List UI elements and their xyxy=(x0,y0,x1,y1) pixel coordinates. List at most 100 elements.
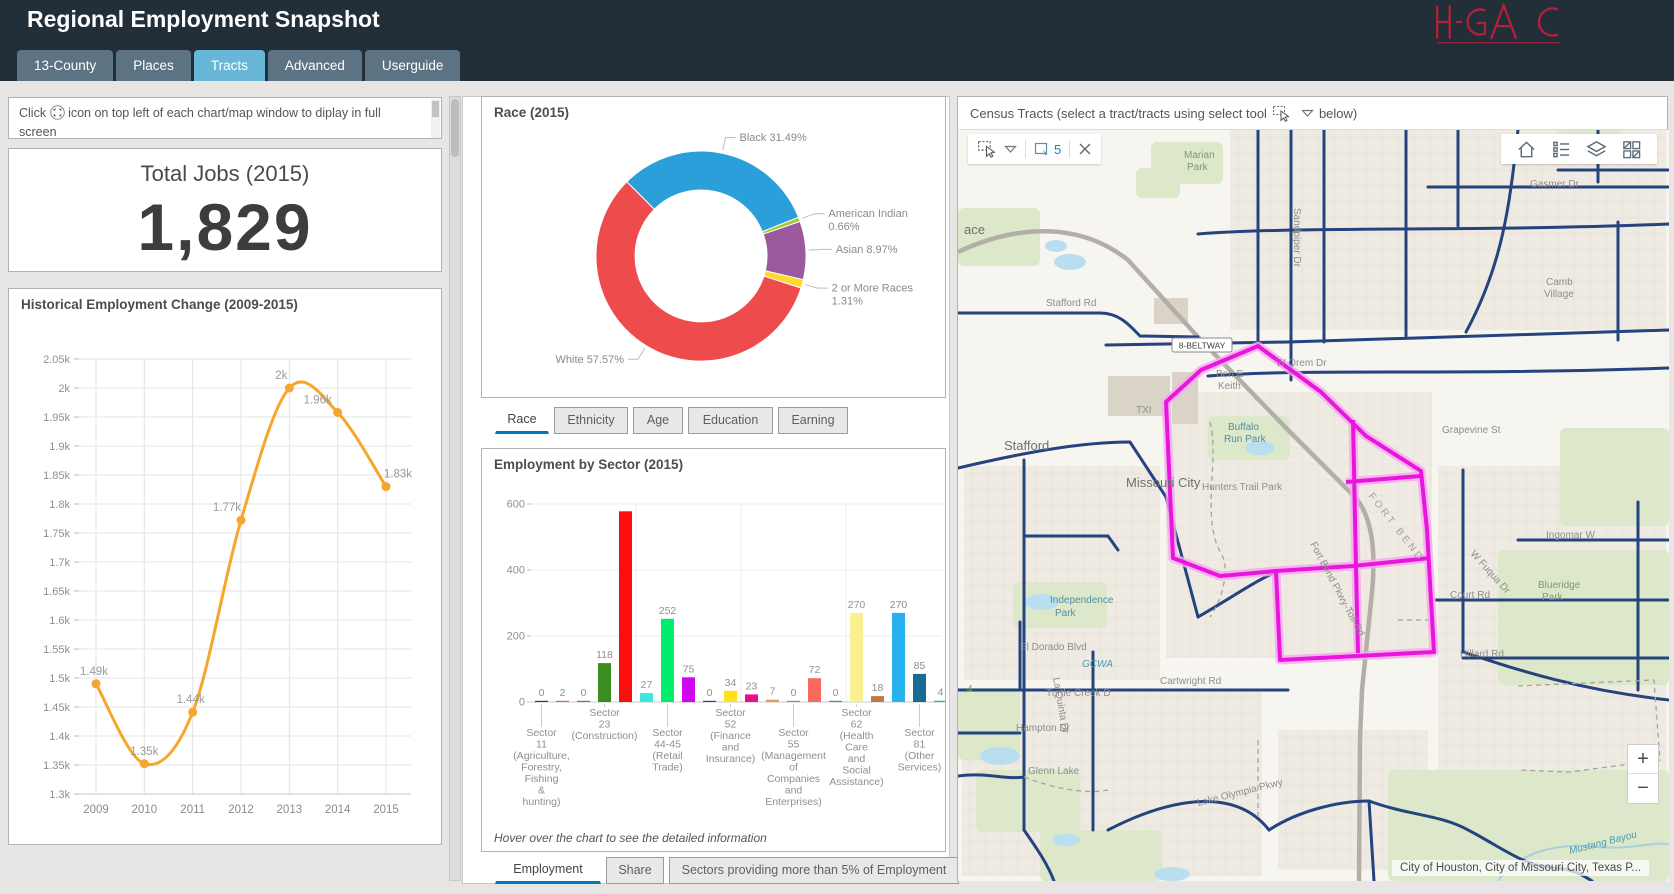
svg-text:Enterprises): Enterprises) xyxy=(765,796,822,808)
historical-employment-line-chart[interactable]: 2.05k 2k 1.95k 1.9k 1.85k 1.8k 1.75k 1.7k 1.65k 1… xyxy=(9,313,441,843)
nav-tab-places[interactable]: Places xyxy=(116,50,191,81)
svg-text:and: and xyxy=(848,753,866,765)
svg-text:TXI: TXI xyxy=(1136,405,1152,416)
svg-text:GCWA: GCWA xyxy=(1082,659,1113,670)
nav-tab-userguide[interactable]: Userguide xyxy=(364,50,461,81)
main-nav-tabs: 13-County Places Tracts Advanced Userguide xyxy=(17,50,463,81)
svg-text:0: 0 xyxy=(519,697,525,709)
svg-text:2009: 2009 xyxy=(83,804,109,816)
app-header: Regional Employment Snapshot 13-County Pl… xyxy=(0,0,1674,81)
sector-tab-employment[interactable]: Employment xyxy=(495,857,601,884)
race-tab-ethnicity[interactable]: Ethnicity xyxy=(554,407,628,434)
svg-text:52: 52 xyxy=(725,719,737,731)
race-tab-earning[interactable]: Earning xyxy=(778,407,848,434)
svg-text:Camb: Camb xyxy=(1546,277,1573,288)
column-scrollbar[interactable] xyxy=(449,96,461,881)
svg-text:0: 0 xyxy=(833,687,839,699)
svg-text:2: 2 xyxy=(560,687,566,699)
svg-text:600: 600 xyxy=(507,499,525,511)
nav-tab-13-county[interactable]: 13-County xyxy=(17,50,114,81)
sector-tab-share[interactable]: Share xyxy=(606,857,664,884)
svg-text:Sector: Sector xyxy=(652,727,683,739)
close-icon[interactable] xyxy=(1078,142,1092,156)
race-panel: Race (2015) Black 31.49% American Indian 0… xyxy=(481,96,946,398)
zoom-in-button[interactable]: + xyxy=(1628,745,1658,774)
basemap-gallery-icon[interactable] xyxy=(1621,139,1642,160)
svg-text:2012: 2012 xyxy=(228,804,254,816)
sector-tab-strip: Employment Share Sectors providing more th… xyxy=(495,857,964,884)
svg-text:0: 0 xyxy=(539,687,545,699)
svg-text:1.45k: 1.45k xyxy=(43,702,70,714)
select-tool-icon xyxy=(1272,105,1290,122)
svg-text:Park: Park xyxy=(1187,162,1209,173)
bar-chart-note: Hover over the chart to see the detailed… xyxy=(494,831,767,845)
svg-text:1.6k: 1.6k xyxy=(49,615,70,627)
svg-text:(Other: (Other xyxy=(905,750,935,762)
page-title: Regional Employment Snapshot xyxy=(27,6,380,32)
svg-text:ace: ace xyxy=(964,222,985,237)
race-donut-chart[interactable]: Black 31.49% American Indian 0.66% Asian 8.… xyxy=(482,121,945,397)
selection-rect-icon[interactable] xyxy=(1034,142,1050,157)
legend-icon[interactable] xyxy=(1551,139,1572,160)
toolbar-divider xyxy=(1025,140,1026,158)
svg-text:0: 0 xyxy=(707,687,713,699)
chevron-down-icon[interactable] xyxy=(1004,145,1017,154)
select-tool-icon[interactable] xyxy=(977,140,997,158)
svg-text:Sector: Sector xyxy=(526,727,557,739)
home-icon[interactable] xyxy=(1516,139,1537,160)
selection-count: 5 xyxy=(1054,141,1062,157)
race-tab-race[interactable]: Race xyxy=(495,407,549,434)
svg-text:1.9k: 1.9k xyxy=(49,441,70,453)
svg-text:Trade): Trade) xyxy=(652,762,683,774)
svg-text:Hunters Trail Park: Hunters Trail Park xyxy=(1202,482,1283,493)
svg-text:1.83k: 1.83k xyxy=(384,469,412,481)
svg-text:0: 0 xyxy=(791,687,797,699)
svg-text:2011: 2011 xyxy=(180,804,205,816)
svg-text:Asian 8.97%: Asian 8.97% xyxy=(836,244,898,256)
svg-text:Insurance): Insurance) xyxy=(706,753,756,765)
svg-text:1.49k: 1.49k xyxy=(80,666,108,678)
zoom-out-button[interactable]: − xyxy=(1628,774,1658,803)
historical-employment-panel: Historical Employment Change (2009-2015)… xyxy=(8,288,442,845)
race-tab-strip: Race Ethnicity Age Education Earning xyxy=(495,404,853,434)
svg-text:Sandpiper Dr: Sandpiper Dr xyxy=(1291,208,1302,268)
svg-text:Black 31.49%: Black 31.49% xyxy=(740,132,807,144)
svg-text:34: 34 xyxy=(725,677,737,689)
expand-icon xyxy=(49,105,65,120)
layers-icon[interactable] xyxy=(1586,139,1607,160)
employment-by-sector-bar-chart[interactable]: 600 400 200 0 0 2 0 118 27 252 75 0 34 23 7 0 72 0 270 18 27… xyxy=(482,475,945,835)
svg-text:2015: 2015 xyxy=(373,804,399,816)
instruction-scrollbar[interactable] xyxy=(431,99,440,138)
race-tab-age[interactable]: Age xyxy=(633,407,683,434)
chevron-down-icon[interactable] xyxy=(1301,109,1314,118)
race-tab-education[interactable]: Education xyxy=(688,407,773,434)
map-container: 8-BELTWAY Marian Park Gasmer Dr Sandpiper Dr… xyxy=(956,128,1671,883)
svg-text:400: 400 xyxy=(507,565,525,577)
svg-text:(Health: (Health xyxy=(840,730,874,742)
map-zoom-control: + − xyxy=(1627,744,1659,804)
svg-text:(Finance: (Finance xyxy=(710,730,751,742)
map-title-suffix: below) xyxy=(1318,105,1358,121)
svg-text:44-45: 44-45 xyxy=(654,739,681,751)
svg-text:W Orem Dr: W Orem Dr xyxy=(1276,358,1327,369)
map-attribution: City of Houston, City of Missouri City, … xyxy=(1392,860,1649,876)
svg-text:Turtle Creek D: Turtle Creek D xyxy=(1046,688,1111,699)
sector-tab-sectors-providing-more-than-5-of-employm[interactable]: Sectors providing more than 5% of Employ… xyxy=(669,857,959,884)
svg-text:Sector: Sector xyxy=(778,727,809,739)
svg-text:1.7k: 1.7k xyxy=(49,557,70,569)
svg-text:Ben E: Ben E xyxy=(1216,369,1244,380)
svg-text:2014: 2014 xyxy=(325,804,351,816)
svg-text:2.05k: 2.05k xyxy=(43,354,70,366)
nav-tab-advanced[interactable]: Advanced xyxy=(267,50,362,81)
svg-text:Hillard Rd: Hillard Rd xyxy=(1460,649,1504,660)
svg-text:Court Rd: Court Rd xyxy=(1450,590,1490,601)
svg-text:Stafford: Stafford xyxy=(1004,438,1049,453)
svg-text:Village: Village xyxy=(1544,289,1574,300)
svg-text:(Retail: (Retail xyxy=(652,750,682,762)
svg-text:1.8k: 1.8k xyxy=(49,499,70,511)
svg-text:Buffalo: Buffalo xyxy=(1228,422,1259,433)
svg-text:1.75k: 1.75k xyxy=(43,528,70,540)
svg-text:4: 4 xyxy=(938,687,944,699)
nav-tab-tracts[interactable]: Tracts xyxy=(193,50,265,81)
